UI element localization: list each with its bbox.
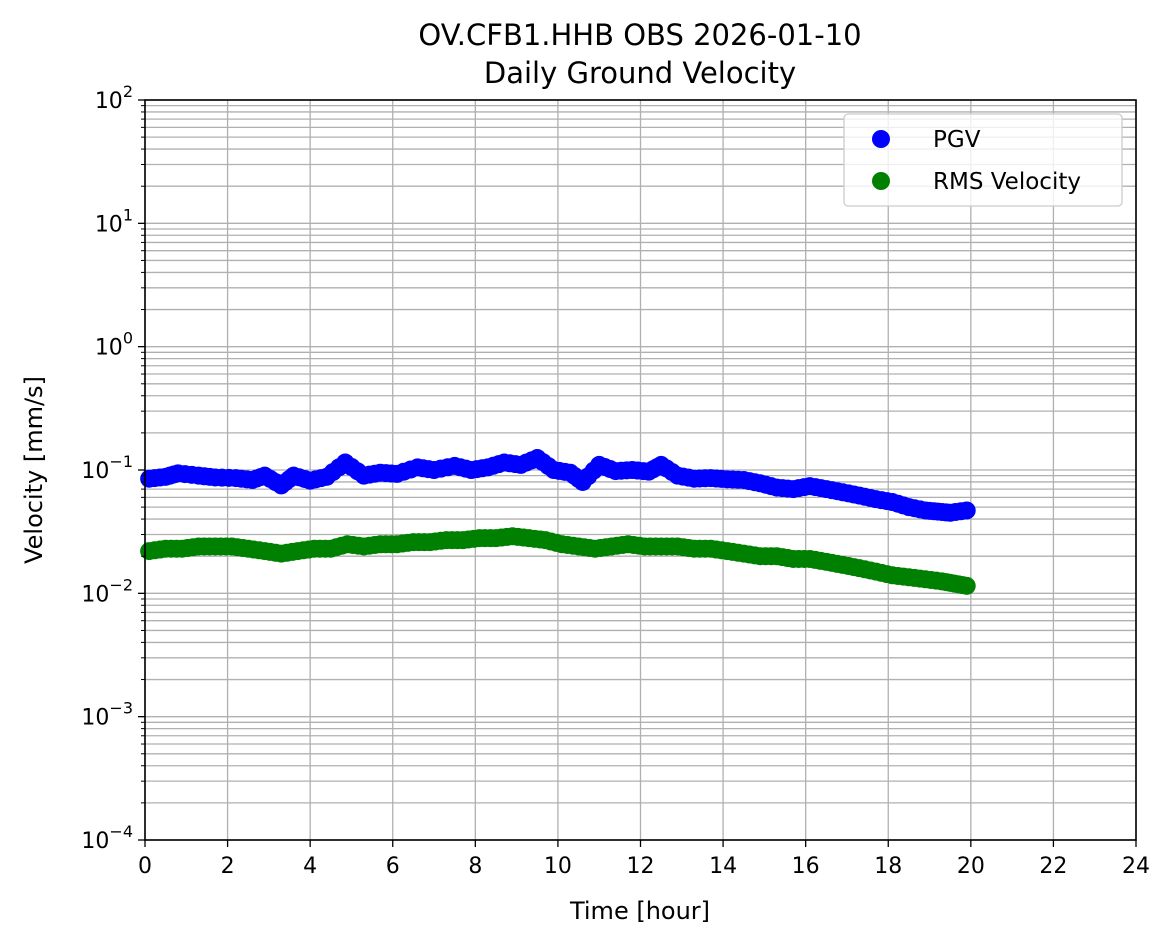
y-tick-exponent: 1 — [123, 205, 133, 224]
x-tick-label: 16 — [792, 854, 820, 879]
y-tick-label: 101 — [95, 205, 133, 237]
series-pgv — [140, 449, 976, 522]
chart-title: OV.CFB1.HHB OBS 2026-01-10 — [418, 18, 861, 52]
legend-marker-pgv — [872, 130, 890, 148]
plot-area — [140, 449, 976, 595]
y-tick-label: 10−1 — [81, 452, 133, 484]
x-tick-label: 24 — [1122, 854, 1150, 879]
x-tick-label: 20 — [957, 854, 985, 879]
legend-marker-rms-velocity — [872, 172, 890, 190]
x-tick-label: 0 — [138, 854, 152, 879]
y-tick-base: 10 — [95, 212, 123, 237]
x-tick-label: 18 — [874, 854, 902, 879]
y-tick-exponent: −1 — [109, 452, 133, 471]
y-tick-base: 10 — [81, 706, 109, 731]
grid — [144, 99, 1137, 841]
x-tick-label: 8 — [468, 854, 482, 879]
y-tick-label: 10−3 — [81, 699, 133, 731]
axis-ticks: 0 2 4 6 8 10 12 14 16 18 20 22 2410−410−310−210−1100… — [81, 82, 1150, 879]
y-tick-label: 102 — [95, 82, 133, 114]
y-tick-exponent: −4 — [109, 822, 133, 841]
y-tick-exponent: 2 — [123, 82, 133, 101]
y-tick-exponent: 0 — [123, 329, 133, 348]
y-tick-base: 10 — [81, 459, 109, 484]
x-tick-label: 2 — [221, 854, 235, 879]
x-tick-label: 4 — [303, 854, 317, 879]
y-tick-base: 10 — [81, 582, 109, 607]
y-tick-exponent: −3 — [109, 699, 133, 718]
series-rms-velocity — [140, 527, 976, 595]
y-tick-label: 100 — [95, 329, 133, 361]
legend-label-pgv: PGV — [933, 127, 981, 153]
data-point — [957, 576, 976, 595]
x-tick-label: 10 — [544, 854, 572, 879]
legend-label-rms-velocity: RMS Velocity — [933, 169, 1081, 195]
x-tick-label: 14 — [709, 854, 737, 879]
chart-subtitle: Daily Ground Velocity — [484, 56, 796, 90]
y-tick-base: 10 — [81, 829, 109, 854]
y-tick-base: 10 — [95, 336, 123, 361]
legend: PGV RMS Velocity — [843, 113, 1123, 207]
x-tick-label: 12 — [627, 854, 655, 879]
legend-frame — [843, 113, 1123, 207]
x-tick-label: 6 — [386, 854, 400, 879]
y-tick-base: 10 — [95, 89, 123, 114]
y-tick-label: 10−2 — [81, 575, 133, 607]
x-tick-label: 22 — [1039, 854, 1067, 879]
y-tick-label: 10−4 — [81, 822, 133, 854]
y-axis-label: Velocity [mm/s] — [20, 376, 48, 564]
data-point — [957, 501, 976, 520]
x-axis-label: Time [hour] — [569, 897, 710, 925]
y-tick-exponent: −2 — [109, 575, 133, 594]
